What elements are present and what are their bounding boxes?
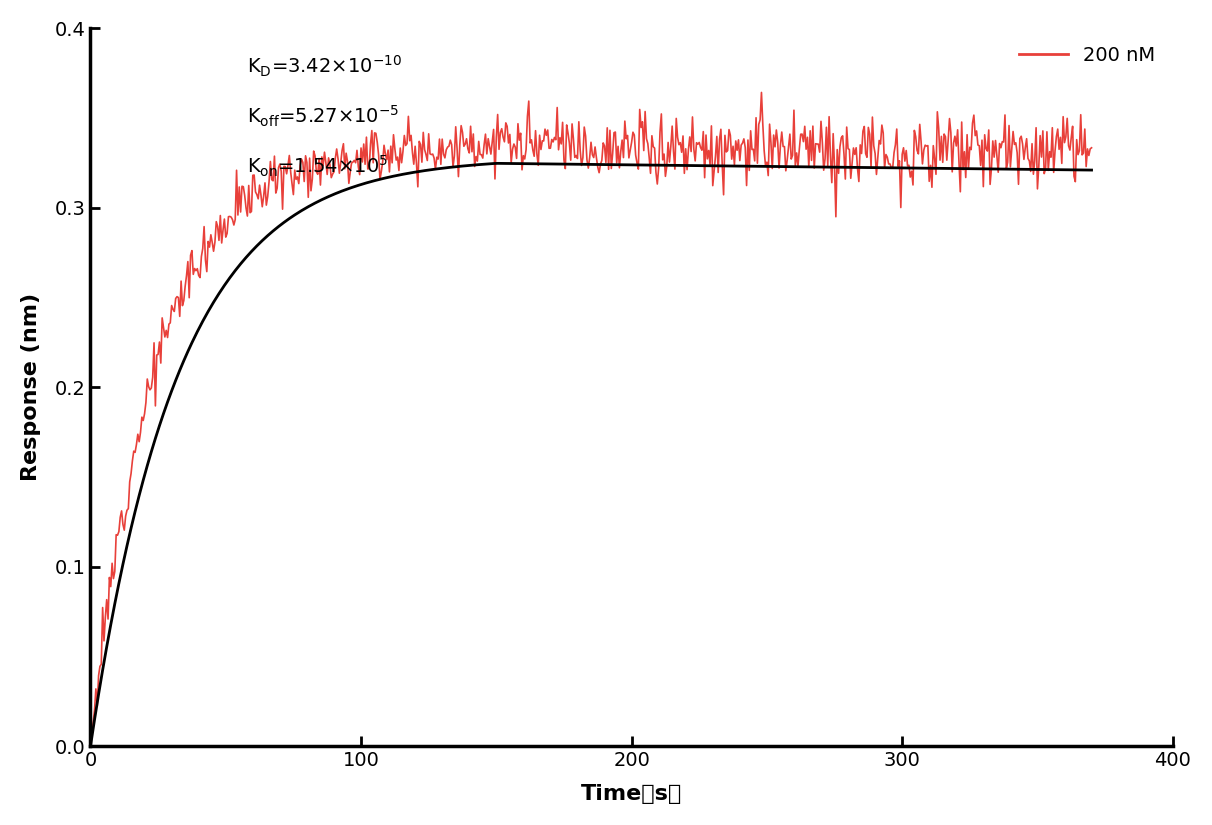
- Text: K$_\mathrm{off}$=5.27×10$^{-5}$: K$_\mathrm{off}$=5.27×10$^{-5}$: [247, 104, 400, 129]
- Y-axis label: Response (nm): Response (nm): [21, 294, 41, 482]
- X-axis label: Time（s）: Time（s）: [581, 785, 682, 804]
- Legend: 200 nM: 200 nM: [1011, 38, 1164, 73]
- Text: K$_\mathrm{D}$=3.42×10$^{-10}$: K$_\mathrm{D}$=3.42×10$^{-10}$: [247, 54, 402, 78]
- Text: K$_\mathrm{on}$=1.54×10$^{5}$: K$_\mathrm{on}$=1.54×10$^{5}$: [247, 154, 389, 179]
